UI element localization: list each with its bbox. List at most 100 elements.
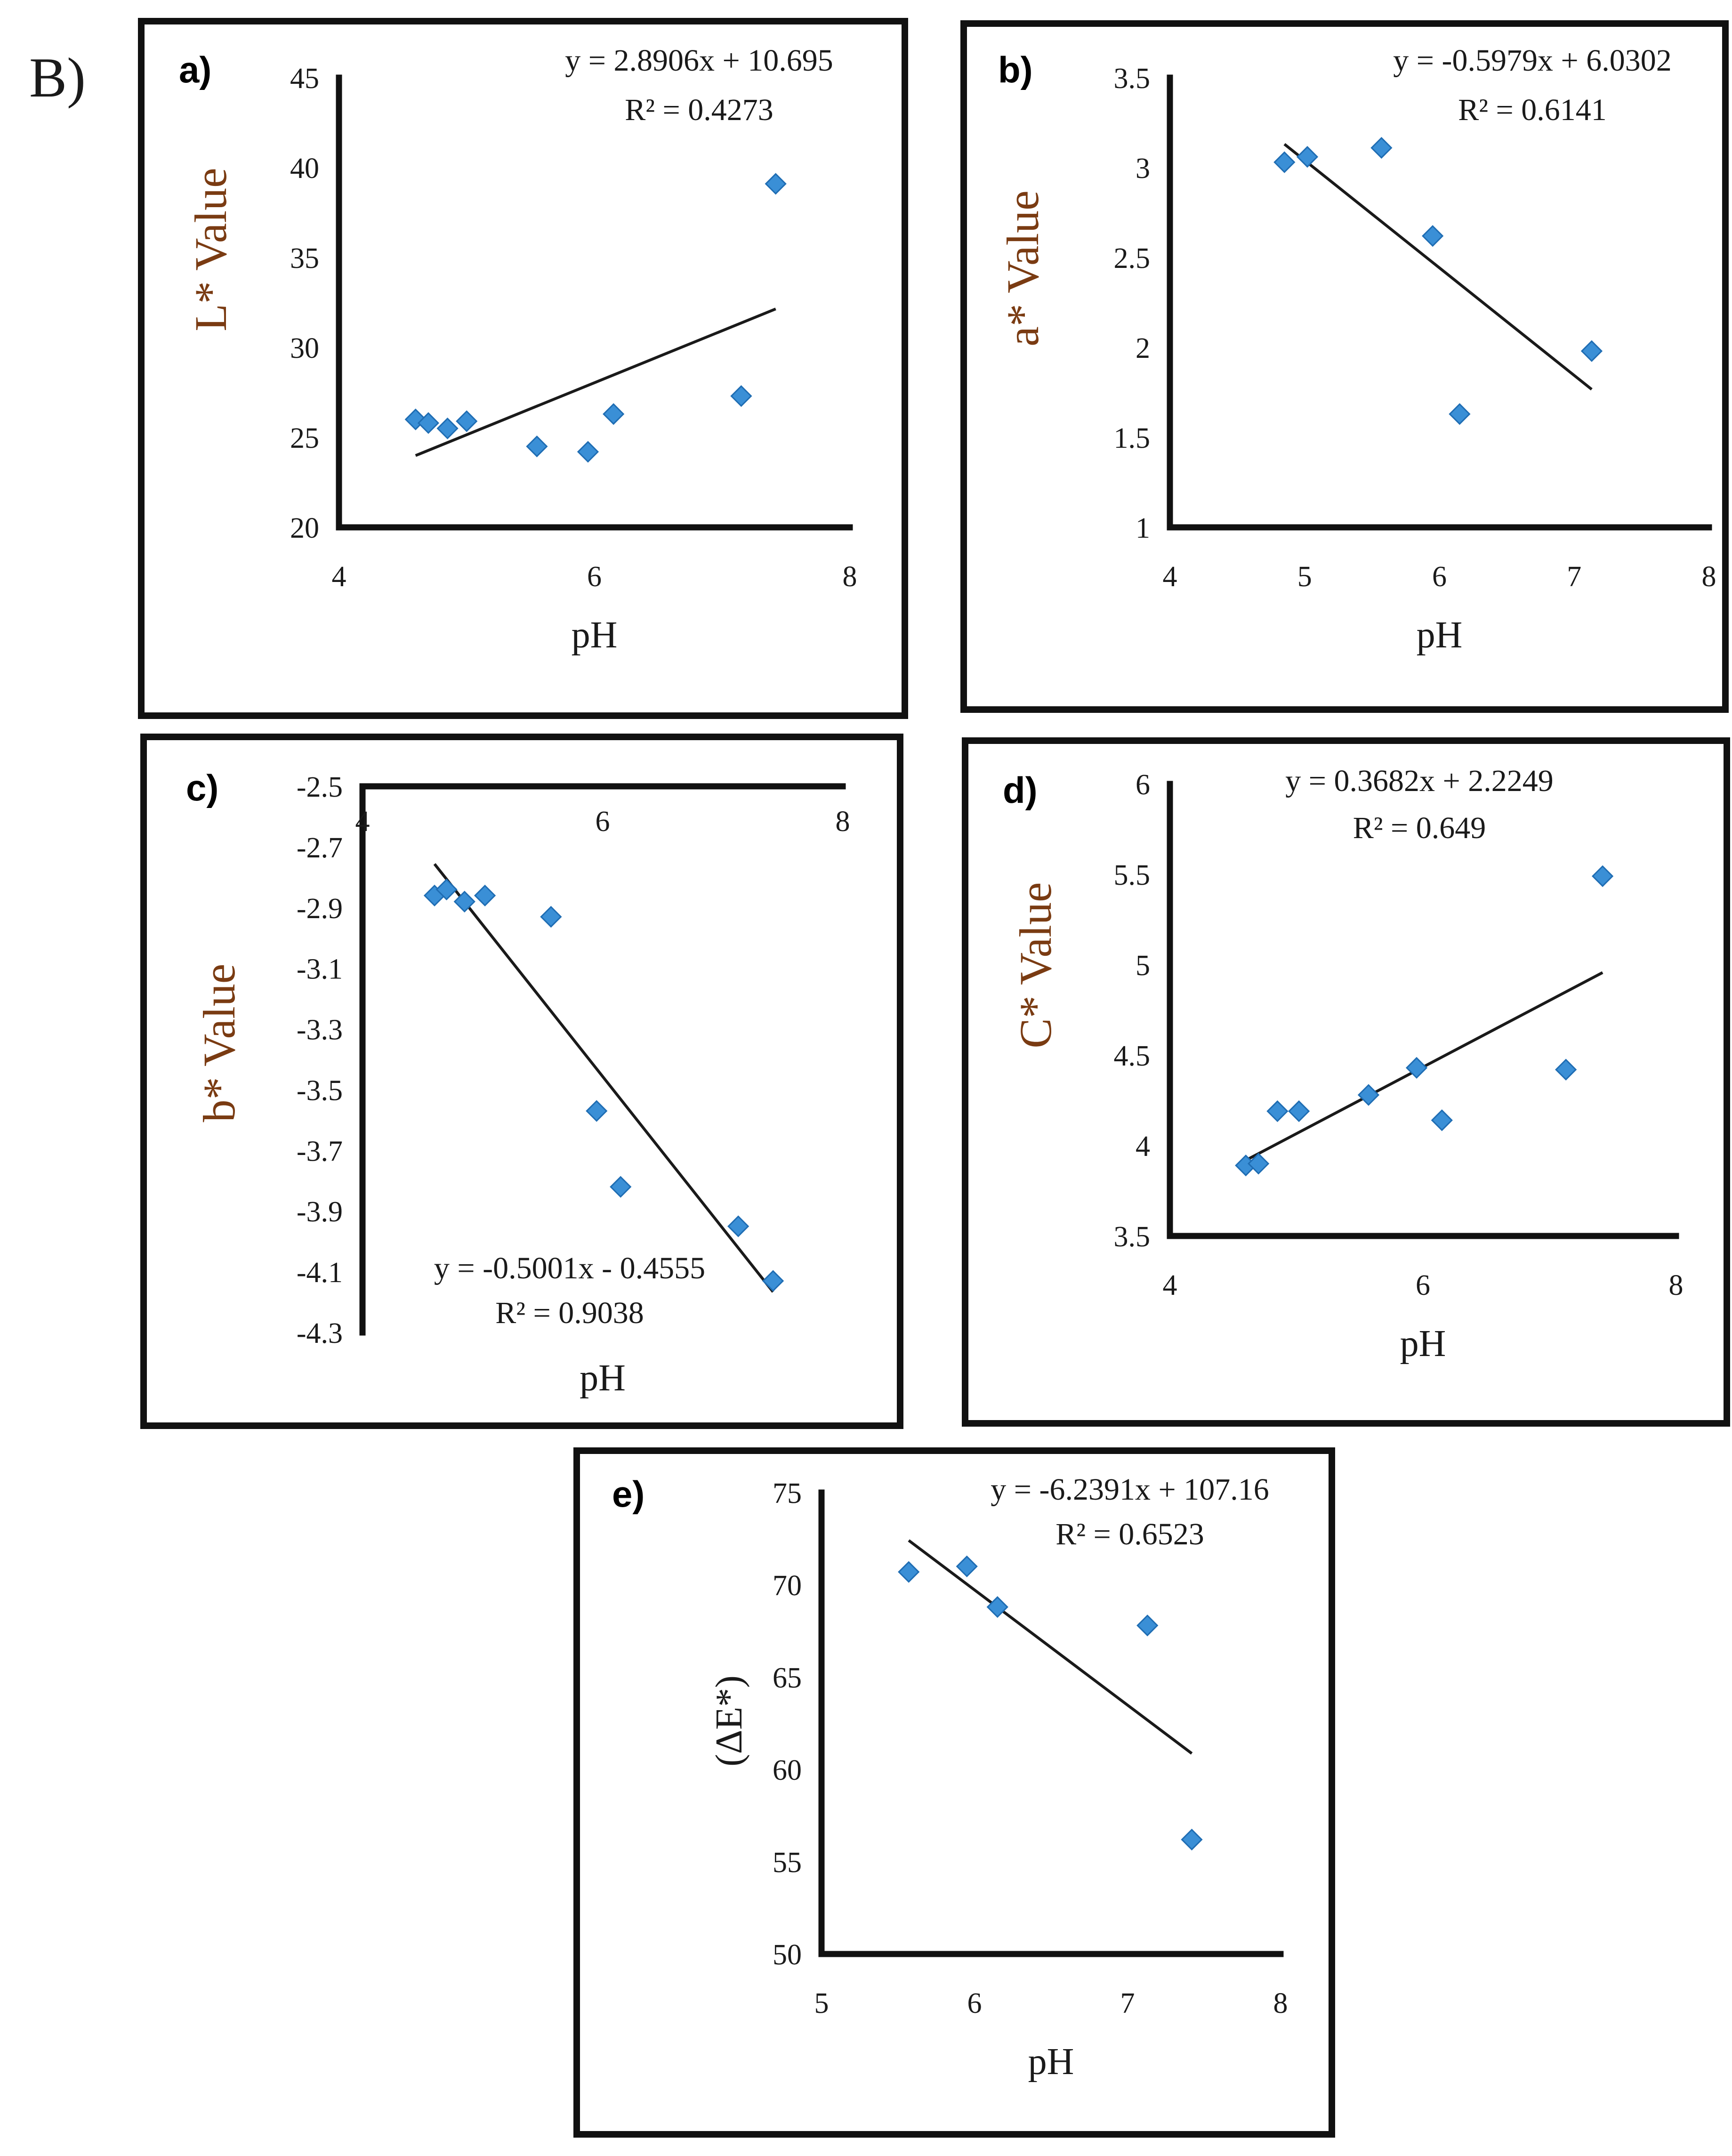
x-axis-title: pH: [572, 614, 618, 656]
data-point: [456, 410, 478, 432]
chart-panel-b: 1 1.5 2 2.5 3 3.5 4 5 6 7 8 pH a* Value b) y = -0.5979…: [960, 20, 1729, 713]
y-tick-label: 60: [773, 1754, 802, 1786]
x-tick-label: 5: [1297, 561, 1312, 593]
data-point: [956, 1555, 978, 1577]
trend-equation: y = -0.5979x + 6.0302: [1393, 43, 1671, 78]
chart-panel-a: 20 25 30 35 40 45 4 6 8 pH L* Value a) y = 2.8906x +…: [138, 18, 908, 719]
data-point: [436, 417, 459, 440]
y-tick-label: -3.5: [297, 1074, 343, 1106]
y-tick-label: -2.7: [297, 832, 343, 864]
trendline: [415, 307, 776, 457]
panel-letter: d): [1003, 769, 1038, 811]
y-tick-label: -2.5: [297, 771, 343, 803]
y-tick-label: 6: [1136, 769, 1150, 801]
x-tick-label: 4: [1163, 561, 1177, 593]
y-tick-label: 75: [773, 1478, 802, 1510]
y-tick-label: -3.3: [297, 1014, 343, 1046]
data-point: [435, 878, 458, 901]
data-point: [1296, 145, 1319, 168]
data-point: [727, 1215, 749, 1237]
y-axis-title: a* Value: [998, 190, 1048, 346]
x-tick-label: 6: [1416, 1269, 1430, 1301]
y-tick-label: 40: [290, 153, 319, 185]
data-point: [1370, 137, 1393, 159]
x-tick-label: 7: [1120, 1987, 1135, 2019]
data-point: [730, 385, 752, 407]
x-axis-title: pH: [1028, 2041, 1074, 2083]
r-squared: R² = 0.9038: [495, 1296, 644, 1330]
data-point: [1357, 1084, 1380, 1106]
panel-letter: e): [612, 1473, 644, 1515]
panel-frame: [960, 20, 1729, 713]
y-tick-label: 30: [290, 332, 319, 364]
data-point: [1136, 1615, 1159, 1637]
trend-equation: y = 2.8906x + 10.695: [565, 43, 833, 78]
data-point: [1592, 865, 1614, 887]
y-tick-label: 1: [1136, 512, 1150, 544]
y-tick-label: -4.1: [297, 1257, 343, 1289]
panel-frame: [140, 734, 903, 1429]
chart-panel-d: 3.5 4 4.5 5 5.5 6 4 6 8 pH C* Value d) y = 0.3682x +…: [962, 737, 1730, 1427]
x-tick-label: 8: [1273, 1987, 1288, 2019]
y-tick-label: 3.5: [1114, 1221, 1151, 1253]
data-point: [526, 435, 548, 458]
chart-panel-e: 50 55 60 65 70 75 5 6 7 8 pH (ΔE*) e) y = -6.2391x + …: [573, 1447, 1335, 2138]
x-tick-label: 4: [1163, 1269, 1177, 1301]
x-tick-label: 6: [587, 561, 602, 593]
x-tick-label: 6: [1432, 561, 1447, 593]
y-tick-label: 20: [290, 512, 319, 544]
x-axis-title: pH: [1417, 614, 1463, 656]
y-tick-label: 2.5: [1114, 242, 1151, 275]
data-point: [577, 441, 599, 463]
x-tick-label: 5: [814, 1987, 829, 2019]
x-tick-label: 6: [596, 806, 610, 838]
data-point: [1181, 1828, 1203, 1851]
data-point: [1288, 1100, 1310, 1122]
panel-letter: a): [179, 49, 211, 90]
y-tick-label: 3: [1136, 153, 1150, 185]
trendline: [433, 863, 774, 1293]
panel-frame: [573, 1447, 1335, 2138]
panel-frame: [962, 737, 1730, 1427]
panel-frame: [138, 18, 908, 719]
data-point: [1555, 1058, 1577, 1081]
data-point: [898, 1561, 920, 1583]
y-tick-label: 45: [290, 63, 319, 95]
figure-label: B): [29, 46, 86, 109]
y-axis-title: b* Value: [194, 964, 244, 1122]
y-tick-label: 2: [1136, 332, 1150, 364]
y-tick-label: -3.7: [297, 1135, 343, 1167]
data-point: [1422, 225, 1444, 247]
y-tick-label: 1.5: [1114, 422, 1151, 454]
y-tick-label: -3.9: [297, 1196, 343, 1228]
y-tick-label: 5: [1136, 950, 1150, 982]
trend-equation: y = -6.2391x + 107.16: [991, 1472, 1269, 1507]
trendline: [1283, 143, 1593, 391]
data-point: [610, 1176, 632, 1198]
x-axis-title: pH: [580, 1357, 626, 1399]
y-tick-label: 70: [773, 1570, 802, 1602]
x-tick-label: 8: [843, 561, 857, 593]
y-axis-title: (ΔE*): [709, 1675, 750, 1767]
y-tick-label: 65: [773, 1662, 802, 1694]
x-tick-label: 4: [332, 561, 346, 593]
trendline: [908, 1539, 1193, 1755]
y-tick-label: 4.5: [1114, 1040, 1151, 1072]
y-tick-label: 5.5: [1114, 859, 1151, 891]
x-tick-label: 7: [1567, 561, 1581, 593]
data-point: [453, 890, 475, 913]
y-tick-label: 55: [773, 1847, 802, 1879]
x-tick-label: 8: [1669, 1269, 1684, 1301]
panel-letter: c): [186, 767, 218, 808]
y-tick-label: -2.9: [297, 893, 343, 925]
data-point: [1273, 151, 1296, 173]
data-point: [765, 173, 787, 195]
y-tick-label: 4: [1136, 1130, 1150, 1163]
y-tick-label: 3.5: [1114, 63, 1151, 95]
data-point: [1266, 1100, 1289, 1122]
y-tick-label: 25: [290, 422, 319, 454]
y-axis-title: L* Value: [185, 168, 236, 331]
x-tick-label: 8: [836, 806, 850, 838]
r-squared: R² = 0.649: [1353, 811, 1486, 845]
